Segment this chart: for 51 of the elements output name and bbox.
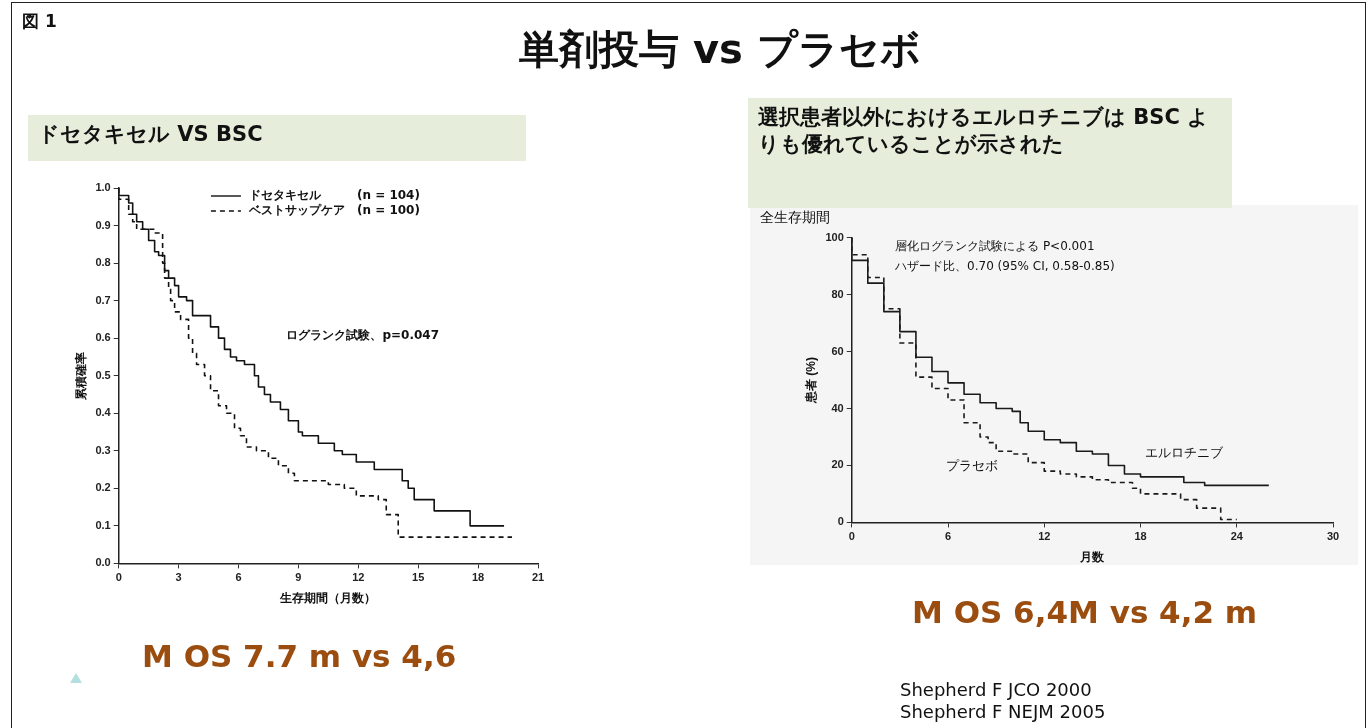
- y-tick-label: 0.1: [95, 518, 111, 531]
- x-tick-label: 0: [848, 530, 855, 543]
- x-tick-label: 6: [235, 571, 242, 584]
- x-tick-label: 6: [944, 530, 952, 543]
- y-tick-label: 0.6: [95, 331, 111, 344]
- y-tick-label: 0.8: [95, 256, 111, 269]
- legend-label: ドセタキセル (n = 104): [248, 188, 420, 203]
- annotation: ハザード比、0.70 (95% CI, 0.58-0.85): [895, 257, 1115, 275]
- x-tick-label: 30: [1326, 530, 1340, 543]
- x-tick-label: 21: [531, 571, 545, 584]
- legend-label: ベストサップケア (n = 100): [247, 203, 420, 218]
- text: 単剤投与 vs プラセボ: [519, 25, 921, 74]
- chart-subtitle: 全生存期間: [760, 209, 830, 227]
- y-tick-label: 0.2: [95, 481, 111, 494]
- x-tick-label: 0: [115, 571, 122, 584]
- x-tick-label: 18: [1134, 530, 1147, 543]
- y-axis-title: 累積確率: [73, 351, 88, 401]
- y-tick-label: 0.3: [95, 443, 111, 456]
- chart-title: 選択患者以外におけるエルロチニブは BSC よりも優れていることが示された: [748, 98, 1232, 208]
- caption: 図 1: [22, 10, 57, 33]
- text: M OS 6,4M vs 4,2 m: [912, 594, 1258, 630]
- y-tick-label: 0.5: [95, 368, 111, 381]
- series-label: エルロチニブ: [1144, 445, 1224, 461]
- x-tick-label: 12: [352, 571, 365, 584]
- x-tick-label: 12: [1038, 530, 1051, 543]
- y-tick-label: 20: [831, 458, 844, 471]
- y-tick-label: 0.7: [95, 293, 111, 306]
- y-tick-label: 0.4: [95, 406, 112, 419]
- text: Shepherd F JCO 2000: [900, 679, 1092, 700]
- y-tick-label: 100: [825, 230, 844, 243]
- y-tick-label: 80: [831, 287, 844, 300]
- y-tick-label: 0.9: [95, 218, 111, 231]
- chart-title: ドセタキセル VS BSC: [28, 115, 526, 161]
- x-tick-label: 18: [471, 571, 485, 584]
- annotation: 層化ログランク試験による P<0.001: [895, 237, 1095, 255]
- x-tick-label: 9: [295, 571, 302, 584]
- x-axis-title: 月数: [1079, 550, 1106, 565]
- x-axis-title: 生存期間（月数）: [279, 591, 377, 606]
- series-label: プラセボ: [946, 458, 999, 474]
- y-tick-label: 40: [831, 401, 844, 414]
- y-tick-label: 1.0: [95, 181, 111, 194]
- x-tick-label: 24: [1230, 530, 1244, 543]
- y-tick-label: 0.0: [95, 556, 111, 569]
- y-axis-title: 患者 (%): [803, 357, 818, 404]
- x-tick-label: 3: [175, 571, 182, 584]
- text: M OS 7.7 m vs 4,6: [142, 638, 457, 674]
- y-tick-label: 60: [831, 344, 844, 357]
- text: Shepherd F NEJM 2005: [900, 701, 1106, 722]
- annotation: ログランク試験、p=0.047: [286, 326, 440, 344]
- x-tick-label: 15: [412, 571, 425, 584]
- y-tick-label: 0: [837, 515, 844, 528]
